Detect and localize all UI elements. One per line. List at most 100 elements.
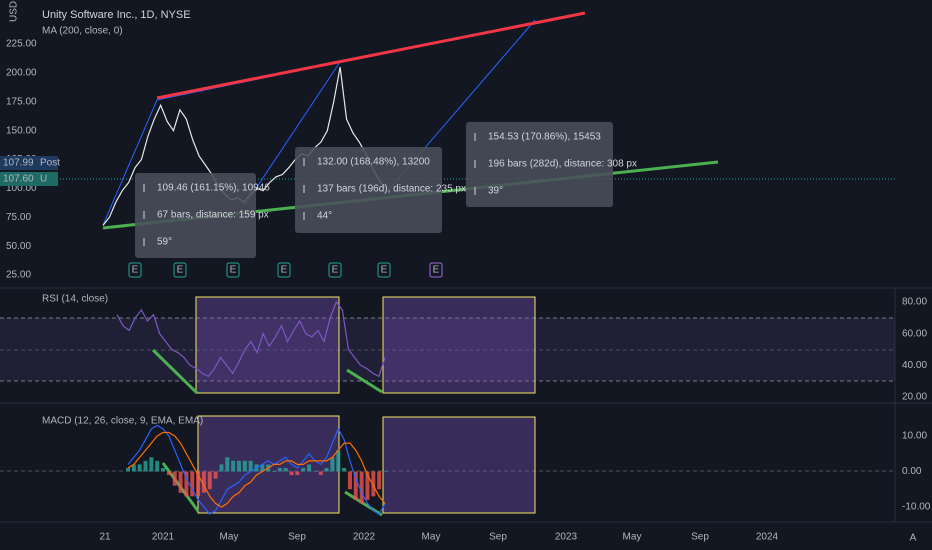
tooltip-text: 137 bars (196d), distance: 235 px	[317, 184, 466, 195]
histogram-bar	[178, 471, 183, 493]
histogram-bar	[324, 467, 329, 472]
macd-tick-label: -10.00	[902, 502, 931, 513]
price-tag	[0, 172, 36, 186]
tooltip-text: 154.53 (170.86%), 15453	[488, 132, 601, 143]
histogram-bar	[196, 471, 201, 497]
histogram-bar	[289, 471, 294, 476]
histogram-bar	[318, 471, 323, 476]
histogram-bar	[359, 471, 364, 504]
histogram-bar	[190, 471, 195, 497]
time-tick-label: Sep	[288, 532, 306, 543]
time-tick-label: Sep	[691, 532, 709, 543]
rsi-tick-label: 20.00	[902, 392, 927, 403]
histogram-bar	[260, 464, 265, 472]
histogram-bar	[377, 471, 382, 490]
indicator-label: MA (200, close, 0)	[42, 26, 123, 37]
histogram-bar	[336, 450, 341, 472]
rsi-tick-label: 40.00	[902, 360, 927, 371]
time-tick-label: 2021	[152, 532, 175, 543]
tooltip-text: 67 bars, distance: 159 px	[157, 210, 269, 221]
highlight-box	[195, 296, 340, 394]
earnings-marker	[377, 262, 391, 278]
macd-tick-label: 10.00	[902, 431, 927, 442]
price-tick-label: 25.00	[6, 270, 31, 281]
time-tick-label: May	[623, 532, 642, 543]
histogram-bar	[342, 467, 347, 472]
macd-line	[127, 424, 386, 515]
histogram-bar	[236, 460, 241, 472]
tooltip-text: 39°	[488, 186, 503, 197]
measure-line	[244, 61, 341, 206]
histogram-bar	[272, 471, 277, 472]
histogram-bar	[126, 467, 130, 472]
price-tick-label: 100.00	[6, 183, 37, 194]
price-tick-label: 175.00	[6, 96, 37, 107]
earnings-marker	[277, 262, 291, 278]
rsi-tick-label: 60.00	[902, 328, 927, 339]
macd-tick-label: 0.00	[902, 466, 922, 477]
price-tag-value: 107.99	[3, 158, 34, 169]
chart-title: Unity Software Inc., 1D, NYSE	[42, 9, 191, 21]
earnings-label: E	[132, 265, 139, 276]
histogram-bar	[166, 471, 171, 476]
histogram-bar	[242, 460, 247, 472]
time-tick-label: May	[220, 532, 239, 543]
tooltip-text: 44°	[317, 211, 332, 222]
histogram-bar	[365, 471, 370, 500]
highlight-box	[382, 416, 536, 514]
currency: USD	[9, 1, 20, 22]
histogram-bar	[295, 471, 300, 476]
divergence-line	[344, 490, 383, 517]
histogram-bar	[143, 460, 148, 472]
highlight-box	[382, 296, 536, 394]
earnings-marker	[226, 262, 240, 278]
measure-tooltip	[295, 147, 442, 233]
histogram-bar	[301, 467, 306, 472]
histogram-bar	[231, 460, 236, 472]
histogram-bar	[207, 471, 212, 490]
divergence-line	[151, 348, 199, 395]
histogram-bar	[248, 460, 253, 472]
measure-line	[102, 99, 158, 226]
tooltip-text: 59°	[157, 237, 172, 248]
tooltip-text: 132.00 (168.48%), 13200	[317, 157, 430, 168]
earnings-label: E	[281, 265, 288, 276]
measure-tooltip	[466, 122, 613, 207]
price-tick-label: 200.00	[6, 68, 37, 79]
histogram-bar	[161, 467, 166, 472]
time-tick-label: 2023	[555, 532, 578, 543]
tooltip-text: 109.46 (161.15%), 10946	[157, 183, 270, 194]
macd-title: MACD (12, 26, close, 9, EMA, EMA)	[42, 416, 203, 427]
histogram-bar	[137, 464, 142, 472]
histogram-bar	[347, 471, 352, 490]
histogram-bar	[201, 471, 206, 493]
earnings-label: E	[381, 265, 388, 276]
histogram-bar	[155, 460, 160, 472]
histogram-bar	[213, 471, 218, 479]
histogram-bar	[283, 467, 288, 472]
divergence-line	[346, 368, 383, 394]
signal-line	[127, 431, 386, 508]
time-tick-label: May	[422, 532, 441, 543]
time-tick-label: 21	[99, 532, 111, 543]
earnings-label: E	[177, 265, 184, 276]
histogram-bar	[219, 464, 224, 472]
price-tick-label: 50.00	[6, 241, 31, 252]
histogram-bar	[371, 471, 376, 497]
earnings-label: E	[332, 265, 339, 276]
price-tag-value: 107.60	[3, 174, 34, 185]
price-tick-label: 75.00	[6, 212, 31, 223]
rsi-line	[116, 300, 386, 378]
tooltip-text: 196 bars (282d), distance: 308 px	[488, 159, 637, 170]
scale-mode[interactable]: A	[910, 533, 917, 544]
histogram-bar	[184, 471, 189, 497]
earnings-marker	[429, 262, 443, 278]
earnings-marker	[328, 262, 342, 278]
price-tick-label: 150.00	[6, 125, 37, 136]
price-tag-label: Post	[40, 158, 60, 169]
price-tag	[0, 156, 36, 170]
earnings-label: E	[433, 265, 440, 276]
resistance-line	[156, 11, 586, 100]
price-tick-label: 225.00	[6, 39, 37, 50]
